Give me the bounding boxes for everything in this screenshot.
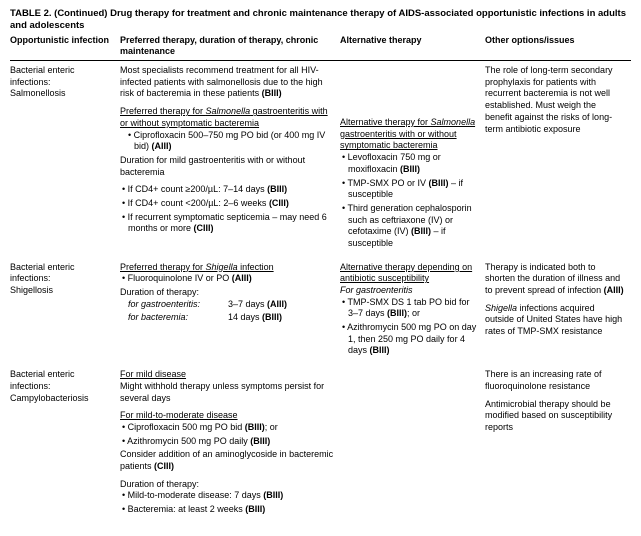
infection-subname: Campylobacteriosis [10, 393, 114, 405]
duration-bullet: If recurrent symptomatic septicemia – ma… [120, 212, 334, 235]
other-text: There is an increasing rate of fluoroqui… [485, 369, 625, 392]
duration-bullet: Mild-to-moderate disease: 7 days (BIII) [120, 490, 334, 502]
infection-name: Bacterial enteric infections: [10, 262, 114, 285]
alternative-bullet: TMP-SMX PO or IV (BIII) – if susceptible [340, 178, 479, 201]
duration-bullet: Bacteremia: at least 2 weeks (BIII) [120, 504, 334, 516]
row-salmonellosis: Bacterial enteric infections: Salmonello… [10, 65, 631, 252]
preferred-text: Consider addition of an aminoglycoside i… [120, 449, 334, 472]
alternative-bullet: Azithromycin 500 mg PO on day 1, then 25… [340, 322, 479, 357]
duration-heading: Duration for mild gastroenteritis with o… [120, 155, 334, 178]
other-text: Therapy is indicated both to shorten the… [485, 262, 625, 297]
duration-heading: Duration of therapy: [120, 287, 334, 299]
duration-bullet: If CD4+ count <200/µL: 2–6 weeks (CIII) [120, 198, 334, 210]
preferred-heading: For mild disease [120, 369, 334, 381]
infection-subname: Salmonellosis [10, 88, 114, 100]
other-text: Antimicrobial therapy should be modified… [485, 399, 625, 434]
alternative-bullet: TMP-SMX DS 1 tab PO bid for 3–7 days (BI… [340, 297, 479, 320]
preferred-intro: Most specialists recommend treatment for… [120, 65, 334, 100]
preferred-heading: Preferred therapy for Shigella infection [120, 262, 334, 274]
duration-row: for bacteremia:14 days (BIII) [120, 312, 334, 324]
duration-row: for gastroenteritis:3–7 days (AIII) [120, 299, 334, 311]
other-text: The role of long-term secondary prophyla… [485, 65, 625, 135]
alternative-bullet: Third generation cephalosporin such as c… [340, 203, 479, 250]
alternative-heading: Alternative therapy for Salmonella gastr… [340, 117, 479, 152]
infection-name: Bacterial enteric infections: [10, 369, 114, 392]
header-other-options: Other options/issues [485, 35, 625, 58]
infection-name: Bacterial enteric infections: [10, 65, 114, 88]
preferred-bullet: Fluoroquinolone IV or PO (AIII) [120, 273, 334, 285]
preferred-heading: For mild-to-moderate disease [120, 410, 334, 422]
preferred-text: Might withhold therapy unless symptoms p… [120, 381, 334, 404]
duration-bullet: If CD4+ count ≥200/µL: 7–14 days (BIII) [120, 184, 334, 196]
header-preferred-therapy: Preferred therapy, duration of therapy, … [120, 35, 340, 58]
table-header-row: Opportunistic infection Preferred therap… [10, 35, 631, 61]
row-shigellosis: Bacterial enteric infections: Shigellosi… [10, 262, 631, 360]
preferred-bullet: Ciprofloxacin 500 mg PO bid (BIII); or [120, 422, 334, 434]
preferred-bullet: Ciprofloxacin 500–750 mg PO bid (or 400 … [120, 130, 334, 153]
table-title: TABLE 2. (Continued) Drug therapy for tr… [10, 8, 631, 33]
row-campylobacteriosis: Bacterial enteric infections: Campylobac… [10, 369, 631, 518]
preferred-bullet: Azithromycin 500 mg PO daily (BIII) [120, 436, 334, 448]
alternative-subheading: For gastroenteritis [340, 285, 479, 297]
alternative-bullet: Levofloxacin 750 mg or moxifloxacin (BII… [340, 152, 479, 175]
duration-heading: Duration of therapy: [120, 479, 334, 491]
other-text: Shigella infections acquired outside of … [485, 303, 625, 338]
preferred-heading: Preferred therapy for Salmonella gastroe… [120, 106, 334, 129]
header-opportunistic-infection: Opportunistic infection [10, 35, 120, 58]
alternative-heading: Alternative therapy depending on antibio… [340, 262, 479, 285]
infection-subname: Shigellosis [10, 285, 114, 297]
header-alternative-therapy: Alternative therapy [340, 35, 485, 58]
